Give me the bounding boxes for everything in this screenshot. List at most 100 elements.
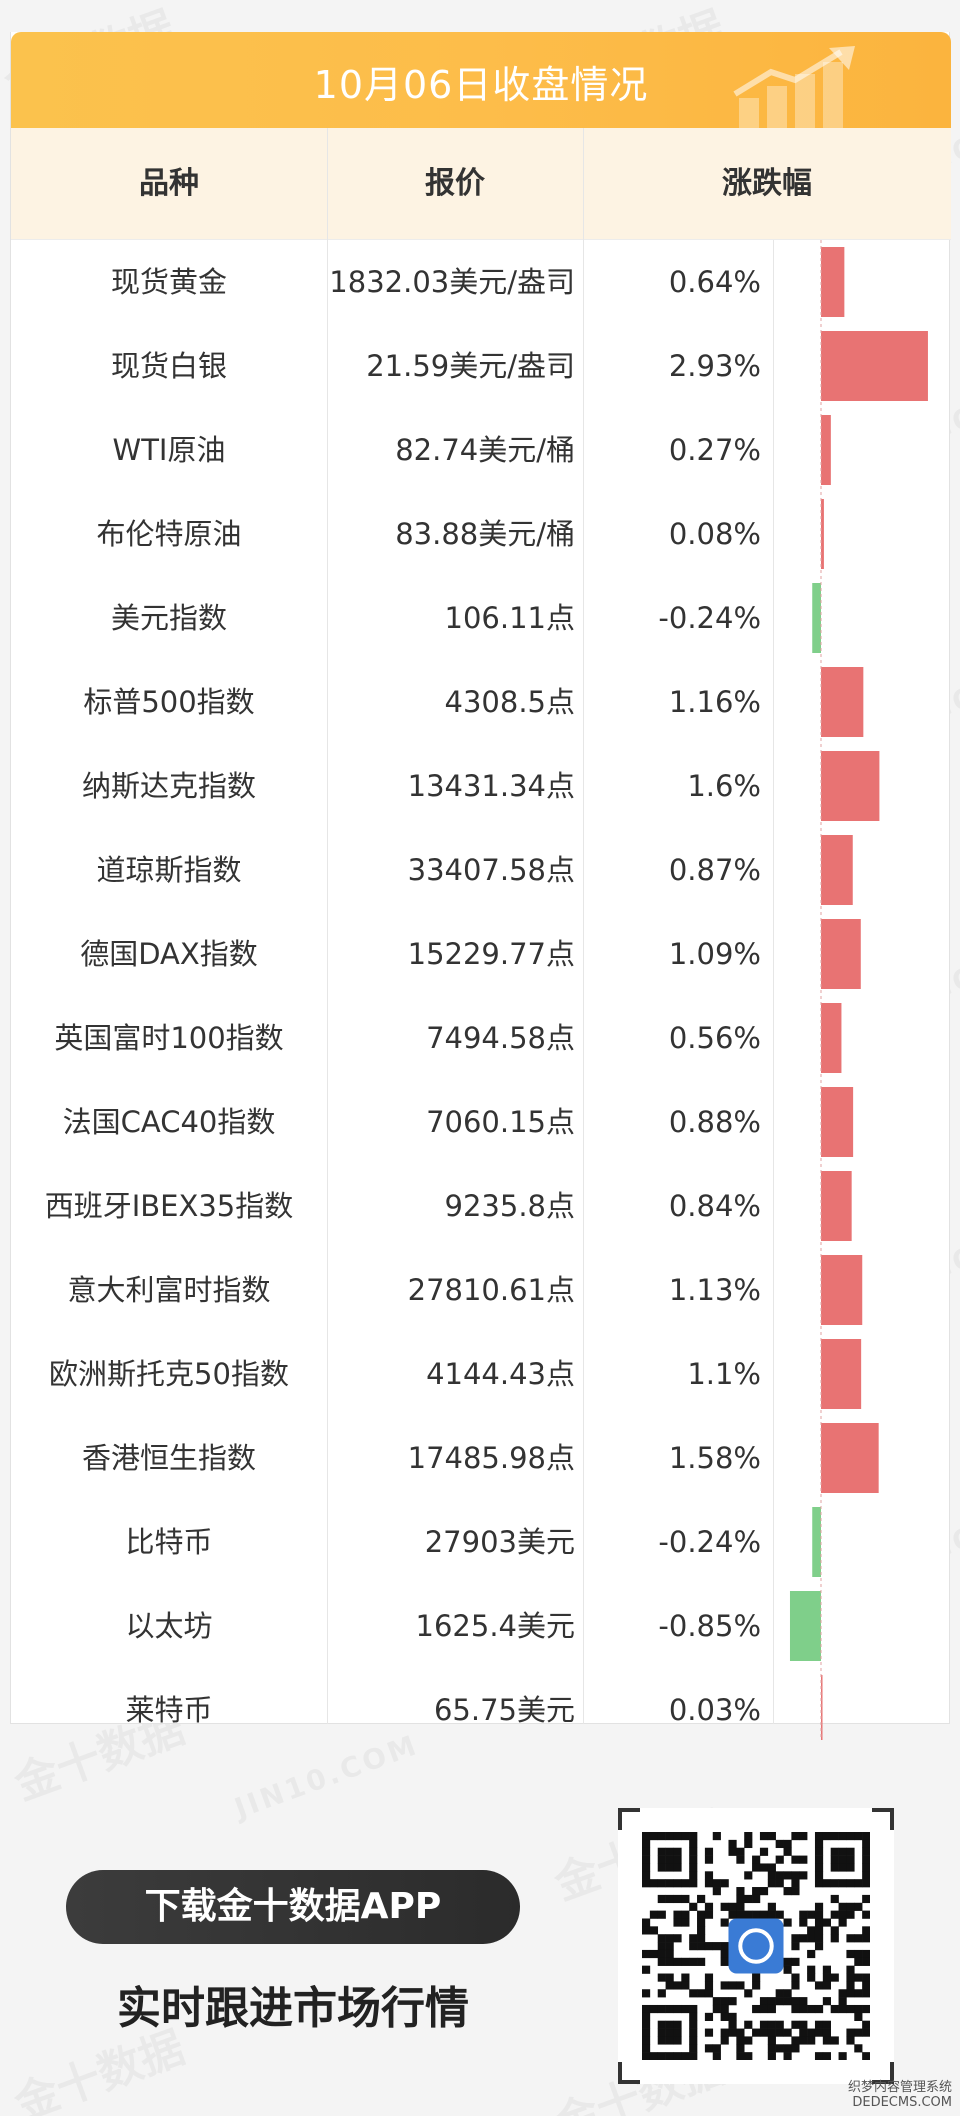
row-name: 意大利富时指数 <box>67 1273 271 1307</box>
qr-frame-corner <box>618 2062 640 2084</box>
change-bar <box>821 1255 863 1325</box>
change-bar <box>821 835 853 905</box>
row-change: 0.08% <box>668 517 761 551</box>
row-price: 106.11点 <box>444 601 575 635</box>
change-bar <box>821 1339 862 1409</box>
banner: 10月06日收盘情况 <box>11 32 951 128</box>
header-name: 品种 <box>139 166 199 201</box>
table-header: 品种 报价 涨跌幅 <box>11 128 951 240</box>
change-bar-chart <box>789 240 928 1740</box>
footer-line-2: DEDECMS.COM <box>852 2095 952 2110</box>
table-row: 美元指数 106.11点 -0.24% <box>11 576 951 660</box>
row-price: 7494.58点 <box>426 1021 575 1055</box>
footer-brand: 织梦内容管理系统 DEDECMS.COM <box>848 2080 952 2110</box>
change-bar <box>821 1171 852 1241</box>
column-divider <box>773 240 774 1724</box>
promo-section: 下载金十数据APP 实时跟进市场行情 织梦内容管理系统 DEDECMS.COM <box>0 1724 960 2116</box>
promo-slogan: 实时跟进市场行情 <box>117 1983 469 2034</box>
change-bar <box>821 247 845 317</box>
row-price: 13431.34点 <box>407 769 575 803</box>
row-change: -0.24% <box>658 601 761 635</box>
row-price: 27903美元 <box>424 1525 575 1559</box>
row-change: 0.88% <box>668 1105 761 1139</box>
row-change: 1.16% <box>668 685 761 719</box>
table-row: 英国富时100指数 7494.58点 0.56% <box>11 996 951 1080</box>
row-name: 标普500指数 <box>83 685 255 719</box>
row-price: 65.75美元 <box>433 1693 575 1727</box>
row-price: 21.59美元/盎司 <box>366 349 575 383</box>
row-price: 82.74美元/桶 <box>395 433 575 467</box>
change-bar <box>812 1507 821 1577</box>
row-name: 纳斯达克指数 <box>81 769 256 803</box>
table-row: 香港恒生指数 17485.98点 1.58% <box>11 1416 951 1500</box>
row-name: 英国富时100指数 <box>54 1021 284 1055</box>
change-bar <box>789 1591 821 1661</box>
row-change: -0.24% <box>658 1525 761 1559</box>
row-price: 1625.4美元 <box>415 1609 575 1643</box>
change-bar <box>821 415 831 485</box>
change-bar <box>821 1087 854 1157</box>
row-change: 0.84% <box>668 1189 761 1223</box>
row-name: 美元指数 <box>110 601 227 635</box>
row-change: 1.1% <box>687 1357 761 1391</box>
row-name: 现货黄金 <box>110 265 227 299</box>
row-price: 4144.43点 <box>426 1357 575 1391</box>
change-bar <box>821 1675 823 1740</box>
table-row: 纳斯达克指数 13431.34点 1.6% <box>11 744 951 828</box>
row-change: -0.85% <box>658 1609 761 1643</box>
change-bar <box>821 751 880 821</box>
change-bar <box>821 667 864 737</box>
row-change: 0.56% <box>668 1021 761 1055</box>
row-name: WTI原油 <box>112 433 226 467</box>
table-row: 莱特币 65.75美元 0.03% <box>11 1668 951 1752</box>
download-app-button[interactable]: 下载金十数据APP <box>66 1870 520 1944</box>
table-row: WTI原油 82.74美元/桶 0.27% <box>11 408 951 492</box>
row-change: 1.58% <box>668 1441 761 1475</box>
row-name: 道琼斯指数 <box>96 853 242 887</box>
table-row: 现货黄金 1832.03美元/盎司 0.64% <box>11 240 951 324</box>
table-row: 意大利富时指数 27810.61点 1.13% <box>11 1248 951 1332</box>
row-name: 欧洲斯托克50指数 <box>49 1357 289 1391</box>
qr-frame-corner <box>618 1808 640 1830</box>
change-bar <box>821 331 928 401</box>
row-name: 香港恒生指数 <box>81 1441 256 1475</box>
banner-title: 10月06日收盘情况 <box>313 63 649 107</box>
qr-frame-corner <box>872 2062 894 2084</box>
row-price: 1832.03美元/盎司 <box>329 265 575 299</box>
row-name: 西班牙IBEX35指数 <box>44 1189 294 1223</box>
table-row: 欧洲斯托克50指数 4144.43点 1.1% <box>11 1332 951 1416</box>
row-price: 9235.8点 <box>444 1189 575 1223</box>
row-change: 1.6% <box>687 769 761 803</box>
row-name: 比特币 <box>125 1525 213 1559</box>
table-row: 以太坊 1625.4美元 -0.85% <box>11 1584 951 1668</box>
row-price: 33407.58点 <box>407 853 575 887</box>
change-bar <box>812 583 821 653</box>
row-change: 0.87% <box>668 853 761 887</box>
header-change: 涨跌幅 <box>722 166 812 201</box>
table-row: 道琼斯指数 33407.58点 0.87% <box>11 828 951 912</box>
table-row: 西班牙IBEX35指数 9235.8点 0.84% <box>11 1164 951 1248</box>
column-divider <box>583 128 584 1724</box>
qr-frame-corner <box>872 1808 894 1830</box>
row-price: 17485.98点 <box>407 1441 575 1475</box>
change-bar <box>821 499 824 569</box>
row-name: 现货白银 <box>110 349 227 383</box>
row-price: 4308.5点 <box>444 685 575 719</box>
table-row: 比特币 27903美元 -0.24% <box>11 1500 951 1584</box>
table-row: 布伦特原油 83.88美元/桶 0.08% <box>11 492 951 576</box>
row-price: 83.88美元/桶 <box>395 517 575 551</box>
row-price: 15229.77点 <box>407 937 575 971</box>
row-change: 2.93% <box>668 349 761 383</box>
footer-line-1: 织梦内容管理系统 <box>847 2080 952 2095</box>
row-change: 1.13% <box>668 1273 761 1307</box>
row-change: 0.03% <box>668 1693 761 1727</box>
table-row: 标普500指数 4308.5点 1.16% <box>11 660 951 744</box>
table-row: 法国CAC40指数 7060.15点 0.88% <box>11 1080 951 1164</box>
row-price: 7060.15点 <box>426 1105 575 1139</box>
change-bar <box>821 919 861 989</box>
row-name: 法国CAC40指数 <box>62 1105 276 1139</box>
row-name: 以太坊 <box>125 1609 213 1643</box>
market-close-card: 10月06日收盘情况 品种 报价 涨跌幅 现货黄金 1832.03美元/盎司 0.6… <box>10 32 951 1740</box>
row-price: 27810.61点 <box>407 1273 575 1307</box>
qr-code[interactable] <box>618 1808 894 2084</box>
